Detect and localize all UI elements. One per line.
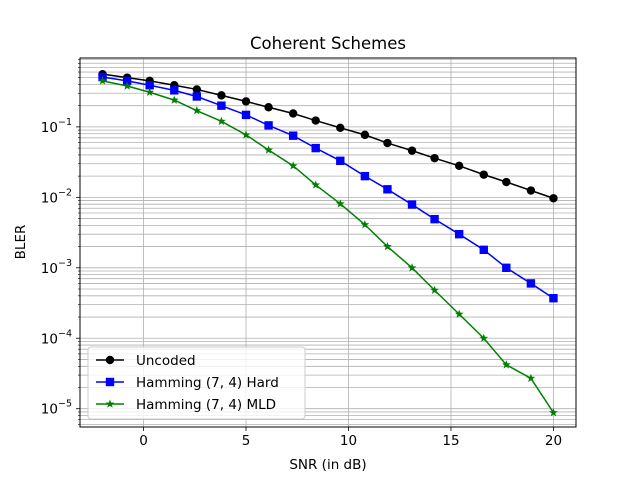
data-point [526, 373, 536, 383]
data-point [360, 220, 370, 229]
legend-box [87, 346, 306, 420]
data-point [217, 101, 226, 110]
y-tick-label: 10−5 [41, 399, 72, 418]
data-point [479, 333, 489, 342]
data-point [430, 214, 439, 224]
series-line [102, 80, 555, 414]
data-point [335, 199, 345, 208]
data-point [336, 156, 345, 166]
data-point [479, 170, 488, 179]
x-tick-label: 15 [442, 433, 459, 449]
axes-frame [79, 57, 577, 428]
data-point [407, 263, 417, 272]
data-point [407, 200, 417, 209]
legend-label: Hamming (7, 4) MLD [136, 397, 276, 413]
x-tick-label: 0 [139, 433, 148, 449]
legend-item: Hamming (7, 4) Hard [96, 375, 279, 391]
x-axis-label: SNR (in dB) [289, 457, 366, 473]
data-point [383, 185, 392, 194]
legend-marker [105, 399, 115, 408]
data-point [311, 180, 321, 189]
data-point [430, 285, 439, 294]
data-point [430, 153, 439, 163]
data-point [122, 81, 132, 90]
data-point [122, 76, 132, 86]
legend-item: Uncoded [96, 353, 196, 369]
y-axis-label: BLER [13, 225, 29, 260]
data-point [170, 86, 179, 95]
x-tick-label: 5 [242, 433, 251, 449]
data-point [526, 279, 536, 288]
data-point [288, 109, 298, 118]
legend: Uncoded Hamming (7, 4) Hard Hamming (7, 4)… [87, 346, 306, 420]
data-point [454, 229, 464, 239]
y-tick-label: 10−2 [41, 187, 72, 206]
data-point [360, 171, 370, 181]
data-point [501, 360, 511, 369]
data-point [192, 106, 202, 115]
series-layer [98, 69, 558, 417]
data-point [264, 121, 273, 130]
data-point [549, 408, 558, 417]
data-point [549, 194, 558, 203]
data-point [264, 145, 273, 154]
data-point [145, 87, 155, 96]
legend-marker [105, 355, 115, 365]
data-point [407, 146, 417, 155]
data-point [288, 131, 298, 140]
data-point [526, 186, 536, 195]
data-point [454, 309, 464, 318]
series-1 [98, 72, 558, 303]
data-point [454, 161, 464, 171]
data-point [145, 81, 154, 90]
chart-title: Coherent Schemes [250, 34, 406, 53]
data-point [217, 116, 226, 126]
data-point [98, 76, 107, 85]
legend-label: Hamming (7, 4) Hard [136, 375, 279, 391]
data-point [192, 92, 202, 101]
data-point [383, 138, 392, 148]
x-tick-label: 10 [340, 433, 357, 449]
data-point [288, 161, 298, 170]
series-2 [98, 76, 558, 417]
legend-label: Uncoded [136, 353, 196, 369]
data-point [241, 130, 251, 139]
data-point [264, 103, 273, 112]
data-point [217, 91, 226, 100]
data-point [192, 85, 202, 94]
x-tick-label: 20 [545, 433, 562, 449]
data-point [311, 116, 320, 125]
data-point [169, 95, 179, 104]
data-point [479, 245, 488, 255]
legend-item: Hamming (7, 4) MLD [96, 397, 276, 413]
legend-marker [105, 377, 115, 387]
y-tick-label: 10−3 [41, 258, 72, 277]
data-point [336, 123, 345, 133]
data-point [311, 143, 320, 153]
data-point [502, 177, 511, 187]
data-point [360, 130, 370, 140]
data-point [383, 241, 392, 251]
data-point [241, 97, 251, 106]
y-tick-label: 10−1 [41, 117, 72, 136]
data-point [502, 263, 511, 272]
y-tick-label: 10−4 [41, 328, 72, 347]
data-point [549, 294, 558, 303]
series-0 [98, 69, 558, 203]
ticks: 0 5 10 15 20 10−5 10−4 10−3 10−2 10−1 [41, 59, 562, 449]
data-point [241, 110, 251, 120]
